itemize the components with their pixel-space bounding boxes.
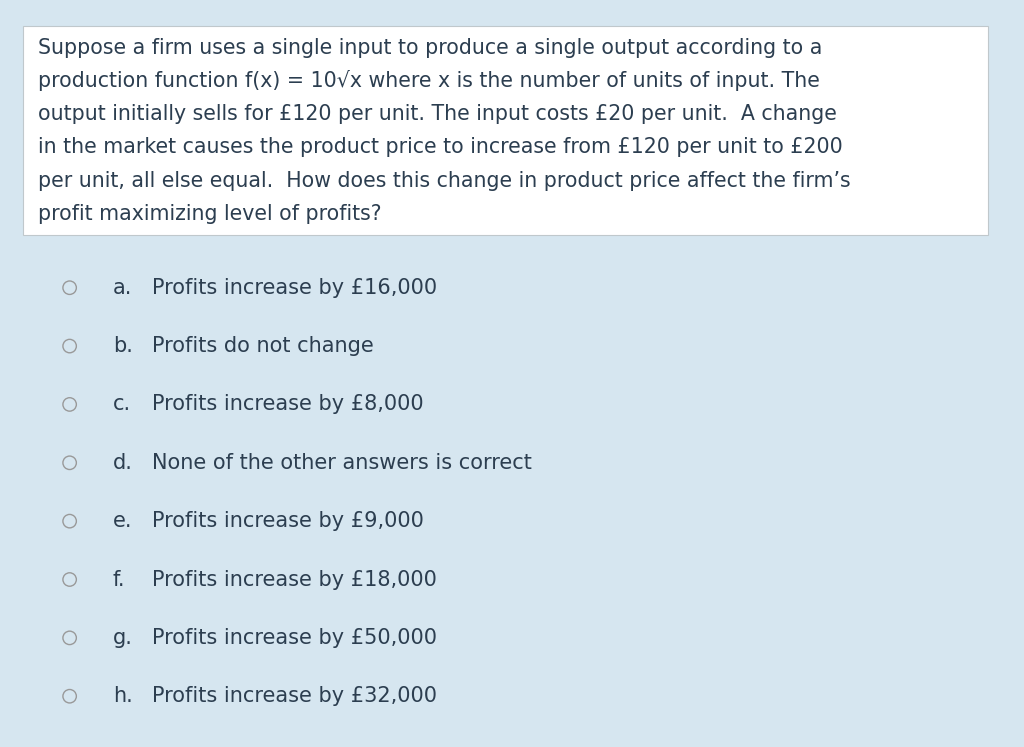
Text: Profits increase by £9,000: Profits increase by £9,000 [152,511,424,531]
Ellipse shape [62,456,77,470]
Ellipse shape [62,515,77,528]
Text: h.: h. [113,686,132,706]
FancyBboxPatch shape [23,26,988,235]
Text: d.: d. [113,453,132,473]
Text: b.: b. [113,336,132,356]
Ellipse shape [62,281,77,294]
Text: Profits increase by £18,000: Profits increase by £18,000 [152,569,436,589]
Text: production function f(x) = 10√x where x is the number of units of input. The: production function f(x) = 10√x where x … [38,70,820,91]
Text: Profits increase by £32,000: Profits increase by £32,000 [152,686,436,706]
Text: None of the other answers is correct: None of the other answers is correct [152,453,531,473]
Text: a.: a. [113,278,132,298]
Text: Profits increase by £8,000: Profits increase by £8,000 [152,394,423,415]
Text: c.: c. [113,394,131,415]
Ellipse shape [62,339,77,353]
Ellipse shape [62,573,77,586]
Text: in the market causes the product price to increase from £120 per unit to £200: in the market causes the product price t… [38,137,843,158]
Text: f.: f. [113,569,125,589]
Text: profit maximizing level of profits?: profit maximizing level of profits? [38,204,381,223]
Ellipse shape [62,689,77,703]
Text: Profits increase by £50,000: Profits increase by £50,000 [152,628,436,648]
Text: output initially sells for £120 per unit. The input costs £20 per unit.  A chang: output initially sells for £120 per unit… [38,104,837,124]
Text: Suppose a firm uses a single input to produce a single output according to a: Suppose a firm uses a single input to pr… [38,38,822,58]
Text: Profits do not change: Profits do not change [152,336,374,356]
Text: g.: g. [113,628,132,648]
Text: Profits increase by £16,000: Profits increase by £16,000 [152,278,436,298]
Ellipse shape [62,631,77,645]
Text: e.: e. [113,511,132,531]
Ellipse shape [62,397,77,411]
Text: per unit, all else equal.  How does this change in product price affect the firm: per unit, all else equal. How does this … [38,170,851,190]
